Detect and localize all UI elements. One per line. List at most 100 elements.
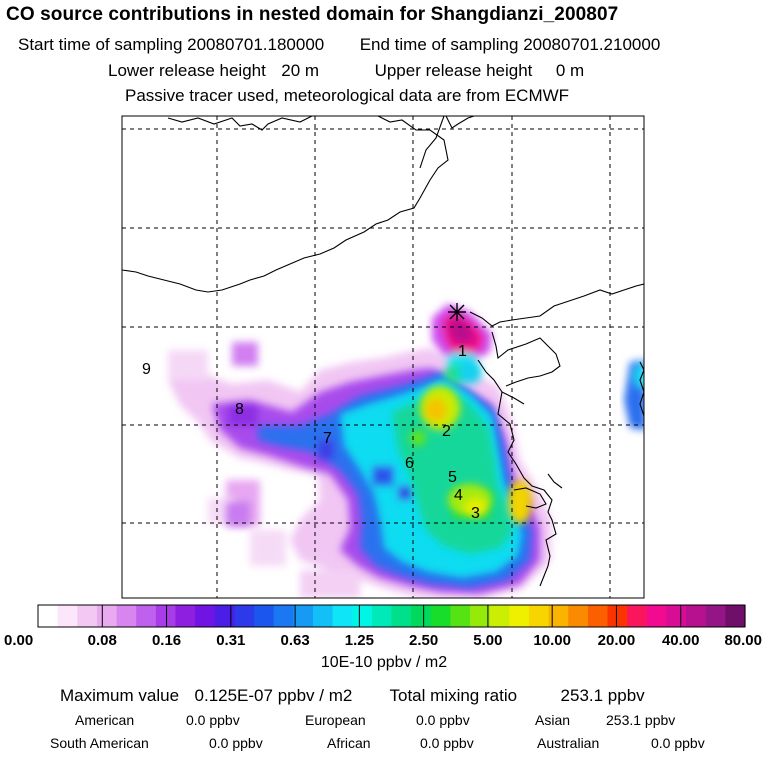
colorbar-tick-label: 0.16: [152, 632, 181, 649]
colorbar-tick-label: 0.00: [4, 632, 33, 649]
plot-title: CO source contributions in nested domain…: [6, 4, 619, 25]
colorbar-swatch: [587, 605, 609, 627]
colorbar-swatch: [312, 605, 334, 627]
colorbar-swatch: [705, 605, 726, 627]
colorbar-tick-label: 0.08: [88, 632, 117, 649]
colorbar-swatch: [450, 605, 471, 627]
region-label-8: 8: [235, 401, 244, 418]
plume-yellow-band: [410, 386, 532, 524]
colorbar-tick-label: 0.63: [280, 632, 309, 649]
receptor-hotspot: [432, 304, 492, 384]
total-label: Total mixing ratio: [389, 686, 518, 705]
region-labels: 1 2 3 4 5 6 7 8 9: [142, 343, 480, 522]
colorbar-swatch: [371, 605, 393, 627]
colorbar-tick-label: 80.00: [724, 632, 762, 649]
region-label-1: 1: [458, 343, 467, 360]
concentration-field: [122, 116, 644, 598]
lower-height-value: 20 m: [281, 61, 320, 80]
right-edge-feature: [624, 360, 644, 430]
colorbar-swatch: [254, 605, 275, 627]
colorbar-swatch: [430, 605, 452, 627]
total-value: 253.1 ppbv: [560, 686, 645, 705]
colorbar-tick-label: 0.31: [216, 632, 245, 649]
colorbar-swatch: [489, 605, 510, 627]
colorbar-swatch: [725, 605, 746, 627]
colorbar-unit: 10E-10 ppbv / m2: [320, 654, 448, 671]
colorbar-dividers: [101, 605, 682, 627]
colorbar-swatch: [116, 605, 137, 627]
colorbar-swatch: [607, 605, 628, 627]
colorbar-swatch: [96, 605, 118, 627]
colorbar-swatch: [352, 605, 373, 627]
colorbar-tick-label: 1.25: [345, 632, 374, 649]
colorbar-swatch: [136, 605, 157, 627]
contribution-south-american-value: 0.0 ppbv: [209, 735, 263, 751]
graticule: [122, 116, 644, 598]
colorbar-tick-labels: 0.00 0.08 0.16 0.31 0.63 1.25 2.50 5.00 10.00 20.…: [4, 632, 762, 649]
release-height-row: Lower release height 20 m Upper release …: [108, 61, 584, 81]
colorbar-tick-label: 2.50: [409, 632, 438, 649]
upper-height-label: Upper release height: [374, 61, 533, 80]
colorbar-swatch: [509, 605, 530, 627]
colorbar-swatch: [77, 605, 98, 627]
colorbar-frame: [37, 604, 746, 628]
tracer-note: Passive tracer used, meteorological data…: [125, 86, 570, 105]
start-time-value: 20080701.180000: [187, 35, 325, 54]
map-frame: [121, 115, 645, 599]
colorbar-swatch: [155, 605, 177, 627]
contribution-asian-value: 253.1 ppbv: [606, 712, 676, 728]
colorbar-tick-label: 40.00: [662, 632, 700, 649]
colorbar-swatch: [273, 605, 294, 627]
region-label-2: 2: [442, 423, 451, 440]
colorbar-swatch: [332, 605, 353, 627]
max-label: Maximum value: [60, 686, 180, 705]
region-label-7: 7: [323, 430, 332, 447]
colorbar-swatch: [666, 605, 687, 627]
colorbar-swatch: [195, 605, 216, 627]
sampling-time-row: Start time of sampling 20080701.180000 E…: [18, 35, 660, 55]
colorbar-swatch: [391, 605, 412, 627]
contribution-australian-name: Australian: [537, 735, 600, 751]
colorbar-swatch: [234, 605, 255, 627]
colorbar: [38, 605, 746, 627]
colorbar-tick-label: 10.00: [533, 632, 571, 649]
colorbar-swatch: [686, 605, 707, 627]
contribution-african-value: 0.0 ppbv: [420, 735, 474, 751]
maximum-value-row: Maximum value 0.125E-07 ppbv / m2 Total …: [60, 686, 645, 706]
contribution-american-name: American: [75, 712, 135, 728]
contribution-south-american-name: South American: [50, 735, 149, 751]
region-label-9: 9: [142, 361, 151, 378]
colorbar-swatch: [175, 605, 196, 627]
colorbar-swatch: [470, 605, 491, 627]
end-time-label: End time of sampling: [359, 35, 519, 54]
colorbar-swatch: [214, 605, 235, 627]
lower-height-label: Lower release height: [108, 61, 266, 80]
region-label-3: 3: [471, 505, 480, 522]
colorbar-swatch: [57, 605, 78, 627]
region-label-6: 6: [405, 455, 414, 472]
colorbar-tick-label: 20.00: [598, 632, 636, 649]
colorbar-swatch: [411, 605, 432, 627]
contribution-australian-value: 0.0 ppbv: [651, 735, 705, 751]
contribution-asian-name: Asian: [535, 712, 571, 728]
colorbar-tick-label: 5.00: [473, 632, 502, 649]
contribution-african-name: African: [327, 735, 371, 751]
colorbar-swatch: [568, 605, 589, 627]
coastlines: [122, 116, 644, 587]
end-time-value: 20080701.210000: [523, 35, 661, 54]
receptor-star-icon: [448, 303, 466, 321]
region-label-4: 4: [454, 487, 463, 504]
colorbar-swatch: [646, 605, 668, 627]
region-label-5: 5: [448, 469, 457, 486]
colorbar-swatch: [528, 605, 550, 627]
upper-height-value: 0 m: [555, 61, 585, 80]
start-time-label: Start time of sampling: [18, 35, 183, 54]
contribution-european-name: European: [305, 712, 366, 728]
max-value: 0.125E-07 ppbv / m2: [194, 686, 353, 705]
contribution-european-value: 0.0 ppbv: [416, 712, 470, 728]
colorbar-swatch: [548, 605, 569, 627]
colorbar-swatch: [293, 605, 314, 627]
colorbar-swatch: [627, 605, 648, 627]
contribution-american-value: 0.0 ppbv: [186, 712, 240, 728]
